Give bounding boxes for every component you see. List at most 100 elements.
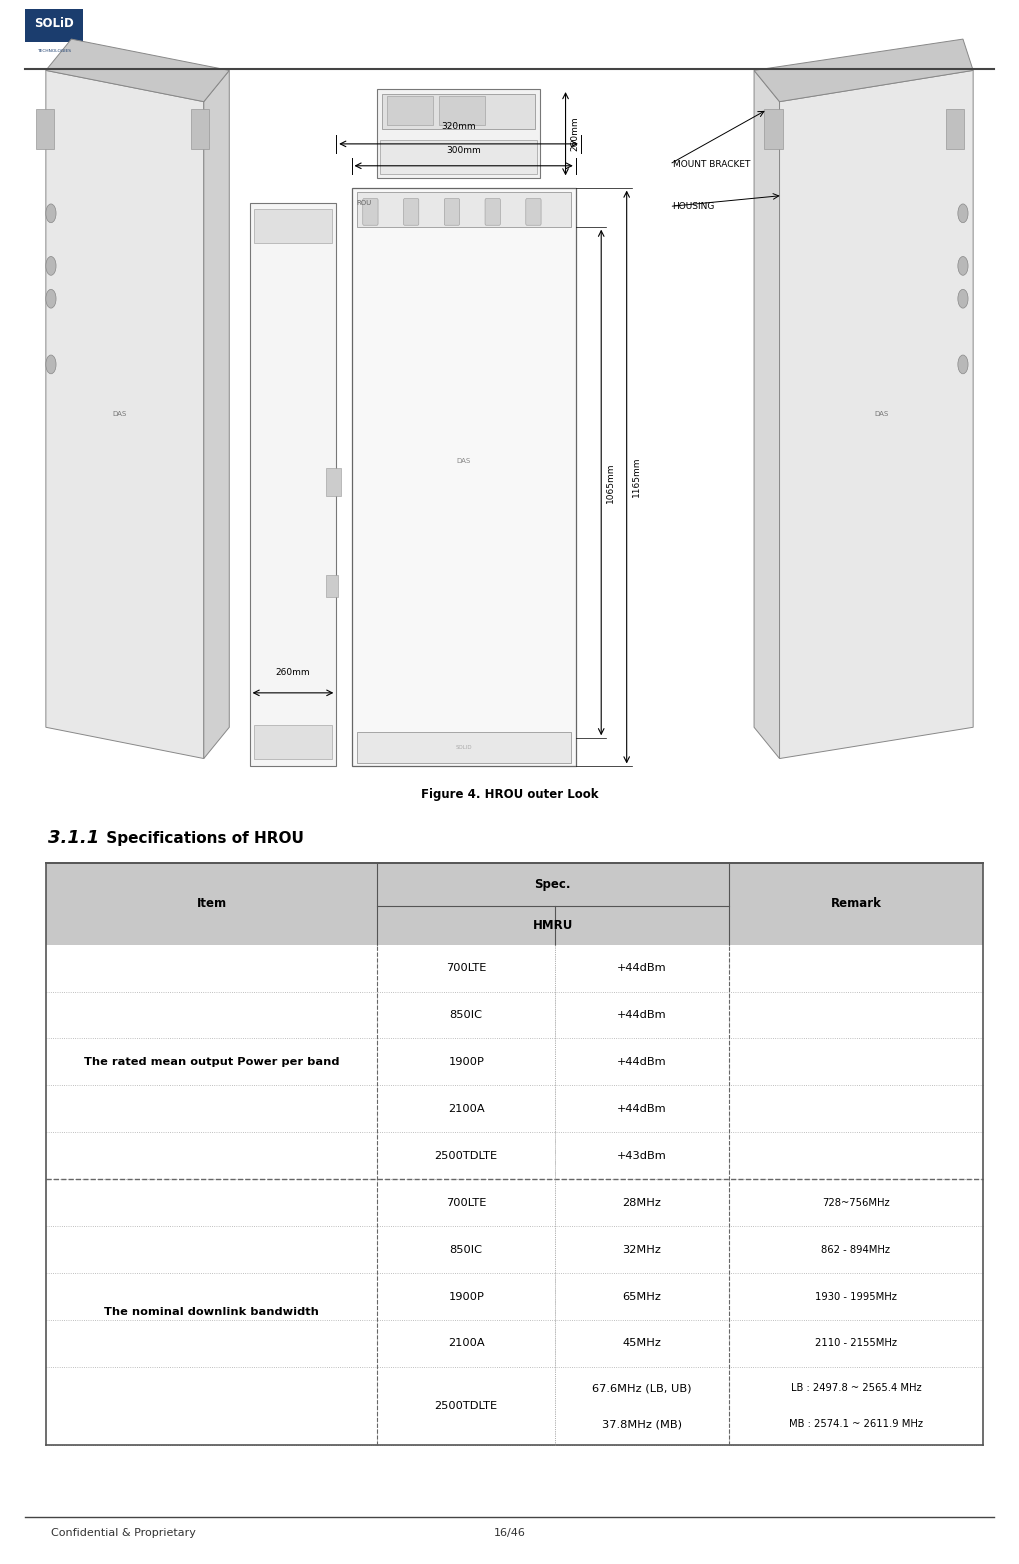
Text: 300mm: 300mm [446,145,481,155]
Text: +44dBm: +44dBm [618,963,666,973]
Bar [46,1226,983,1273]
Text: 850IC: 850IC [449,1010,483,1020]
Text: HMRU: HMRU [533,918,573,932]
Text: HOUSING: HOUSING [673,202,715,211]
Polygon shape [46,39,229,102]
Bar [46,906,983,945]
Text: The nominal downlink bandwidth: The nominal downlink bandwidth [104,1308,319,1317]
Ellipse shape [958,203,968,222]
Text: 28MHz: 28MHz [623,1198,661,1207]
Text: 1900P: 1900P [448,1057,484,1067]
Text: 67.6MHz (LB, UB): 67.6MHz (LB, UB) [592,1383,692,1394]
Bar [46,1273,983,1320]
Text: 320mm: 320mm [441,122,476,131]
Bar [46,1320,983,1367]
Bar [254,724,332,759]
Text: 1165mm: 1165mm [632,457,641,497]
Bar [764,109,783,149]
Bar [326,576,338,597]
Ellipse shape [958,289,968,308]
FancyBboxPatch shape [404,199,419,225]
Bar [352,188,576,766]
Text: 862 - 894MHz: 862 - 894MHz [821,1245,891,1254]
Text: Remark: Remark [830,898,881,910]
Text: 850IC: 850IC [449,1245,483,1254]
Text: MOUNT BRACKET: MOUNT BRACKET [673,160,750,169]
Bar [254,210,332,242]
Text: TECHNOLOGIES: TECHNOLOGIES [37,48,71,53]
Bar [439,95,485,125]
Bar [357,732,571,763]
Text: DAS: DAS [113,411,126,418]
Text: 2500TDLTE: 2500TDLTE [435,1401,497,1411]
Text: +44dBm: +44dBm [618,1057,666,1067]
Bar [380,139,537,174]
Bar [250,203,336,766]
Polygon shape [780,70,973,759]
Text: 1930 - 1995MHz: 1930 - 1995MHz [815,1292,897,1301]
Text: 2100A: 2100A [448,1104,484,1114]
Text: Item: Item [197,898,226,910]
Ellipse shape [46,289,56,308]
Text: Specifications of HROU: Specifications of HROU [101,830,304,846]
Text: 3.1.1: 3.1.1 [48,829,99,848]
Bar [326,468,341,496]
Bar [357,192,571,227]
Text: +43dBm: +43dBm [618,1151,666,1160]
Polygon shape [754,70,780,759]
Text: Figure 4. HROU outer Look: Figure 4. HROU outer Look [421,788,598,801]
Bar [46,1179,983,1226]
Text: 45MHz: 45MHz [623,1339,661,1348]
Text: +44dBm: +44dBm [618,1010,666,1020]
Text: Spec.: Spec. [535,877,571,891]
Text: 1900P: 1900P [448,1292,484,1301]
Text: Confidential & Proprietary: Confidential & Proprietary [51,1528,196,1537]
Polygon shape [204,70,229,759]
Bar [377,89,540,178]
FancyBboxPatch shape [363,199,378,225]
Text: 32MHz: 32MHz [623,1245,661,1254]
Bar [191,109,209,149]
Bar [46,992,983,1038]
Bar [36,109,54,149]
Text: 1065mm: 1065mm [606,463,615,502]
Bar [946,109,964,149]
Bar [46,1132,983,1179]
Text: DAS: DAS [874,411,889,418]
Text: The rated mean output Power per band: The rated mean output Power per band [84,1057,339,1067]
Ellipse shape [46,256,56,275]
Bar [46,1367,983,1445]
Bar [46,863,983,906]
Bar [46,1038,983,1085]
Text: 728~756MHz: 728~756MHz [822,1198,890,1207]
Ellipse shape [46,203,56,222]
Text: 65MHz: 65MHz [623,1292,661,1301]
Text: 37.8MHz (MB): 37.8MHz (MB) [602,1419,682,1429]
Text: 700LTE: 700LTE [446,963,486,973]
FancyBboxPatch shape [485,199,500,225]
Text: DAS: DAS [457,458,471,465]
Ellipse shape [958,355,968,374]
Ellipse shape [958,256,968,275]
Polygon shape [754,39,973,102]
Text: +44dBm: +44dBm [618,1104,666,1114]
Text: 260mm: 260mm [571,116,580,152]
Polygon shape [46,70,204,759]
FancyBboxPatch shape [444,199,460,225]
Bar [387,95,433,125]
Text: MB : 2574.1 ~ 2611.9 MHz: MB : 2574.1 ~ 2611.9 MHz [789,1419,923,1429]
Text: SOLiD: SOLiD [35,17,74,30]
Text: 16/46: 16/46 [493,1528,526,1537]
Text: LB : 2497.8 ~ 2565.4 MHz: LB : 2497.8 ~ 2565.4 MHz [791,1383,921,1394]
Text: 700LTE: 700LTE [446,1198,486,1207]
Text: ROU: ROU [357,200,372,206]
Text: 2500TDLTE: 2500TDLTE [435,1151,497,1160]
Text: SOLID: SOLID [455,744,472,751]
Bar [382,94,535,130]
Text: 2100A: 2100A [448,1339,484,1348]
Bar [25,9,83,42]
Text: 2110 - 2155MHz: 2110 - 2155MHz [815,1339,897,1348]
Bar [46,1085,983,1132]
Ellipse shape [46,355,56,374]
FancyBboxPatch shape [526,199,541,225]
